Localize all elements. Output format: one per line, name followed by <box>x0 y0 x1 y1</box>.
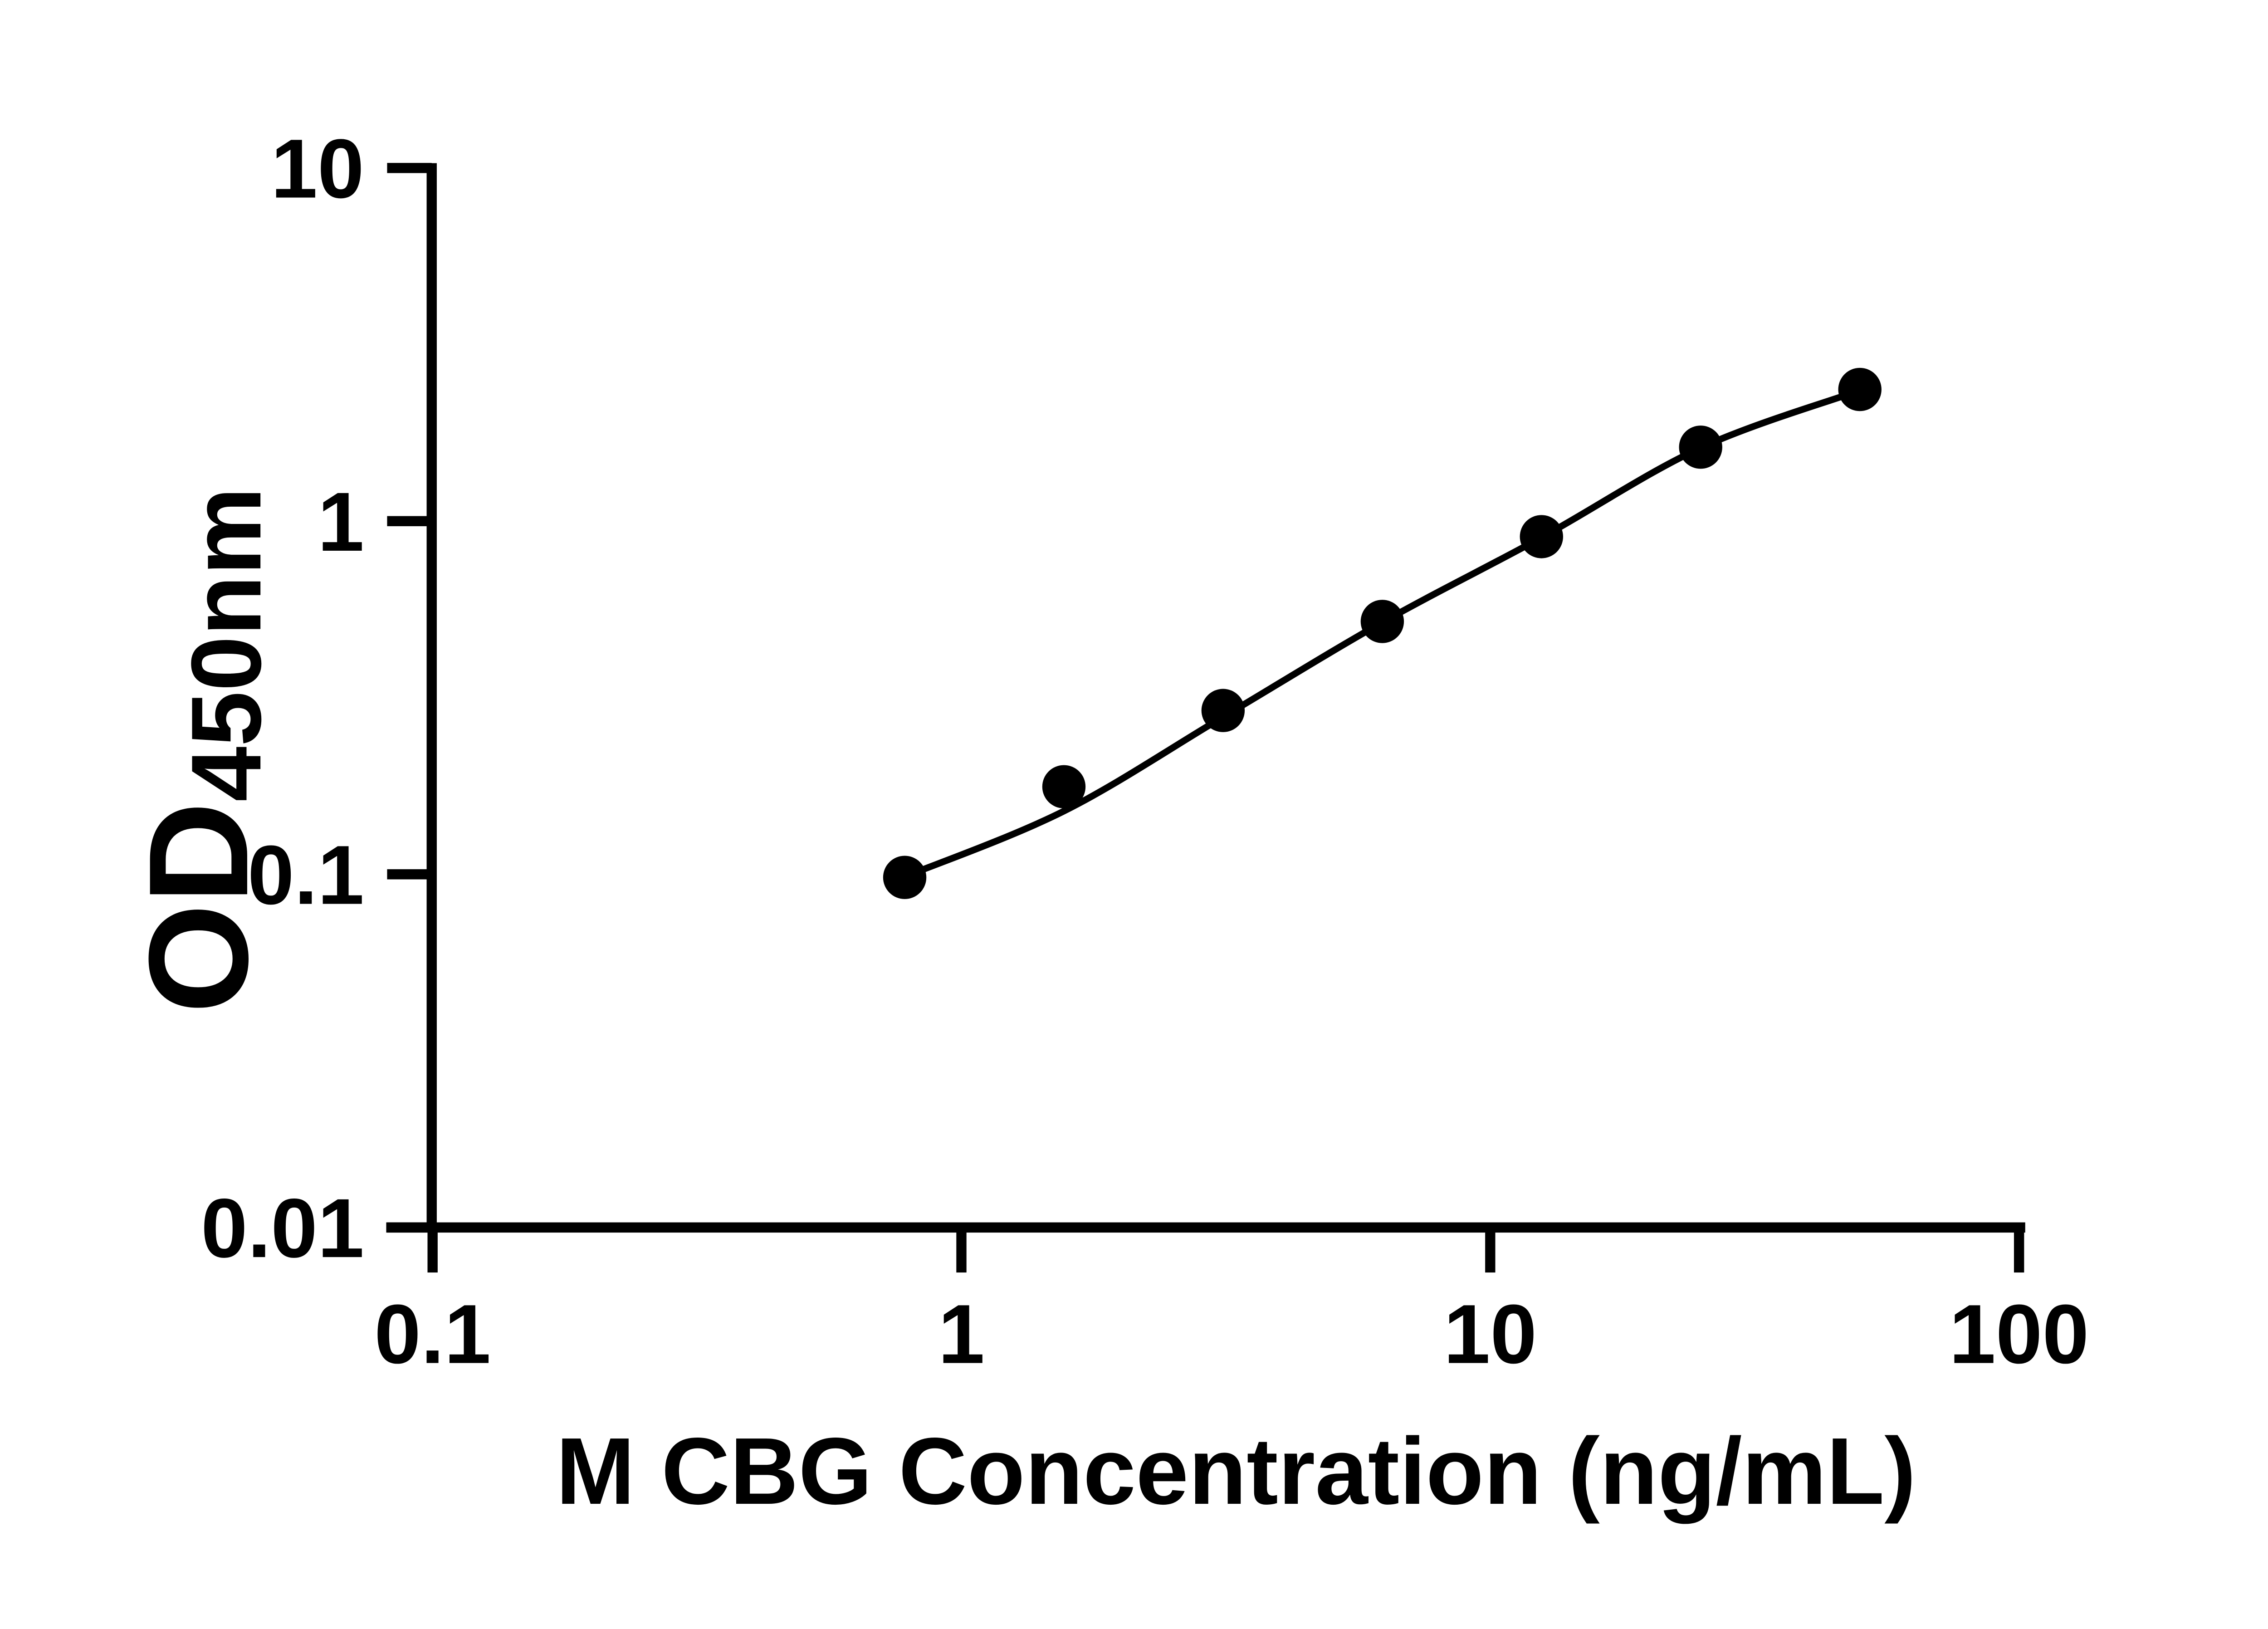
data-points-group <box>883 367 1882 899</box>
data-point <box>883 856 927 899</box>
data-point <box>1838 367 1882 411</box>
y-axis-tick-labels: 10 1 0.1 0.01 <box>201 122 364 1276</box>
y-axis-title-subscript: 450nm <box>171 487 282 802</box>
x-tick-label: 100 <box>1949 1288 2089 1381</box>
y-axis-title-main: OD <box>119 802 277 1013</box>
y-axis-ticks <box>387 163 432 1233</box>
data-point <box>1042 765 1086 808</box>
data-point <box>1360 600 1404 643</box>
x-axis-tick-labels: 0.1 1 10 100 <box>374 1288 2089 1381</box>
y-axis-title: OD450nm <box>119 487 282 1014</box>
x-tick-label: 0.1 <box>374 1288 491 1381</box>
y-tick-label: 0.01 <box>201 1182 364 1275</box>
data-point <box>1520 515 1563 558</box>
x-tick-label: 1 <box>938 1288 985 1381</box>
data-point <box>1679 426 1722 469</box>
x-axis-title: M CBG Concentration (ng/mL) <box>556 1419 1916 1524</box>
y-tick-label: 1 <box>318 475 364 569</box>
x-tick-label: 10 <box>1444 1288 1537 1381</box>
y-tick-label: 0.1 <box>248 829 364 922</box>
y-tick-label: 10 <box>271 122 364 216</box>
data-point <box>1201 689 1245 732</box>
x-axis-ticks <box>427 1232 2024 1273</box>
